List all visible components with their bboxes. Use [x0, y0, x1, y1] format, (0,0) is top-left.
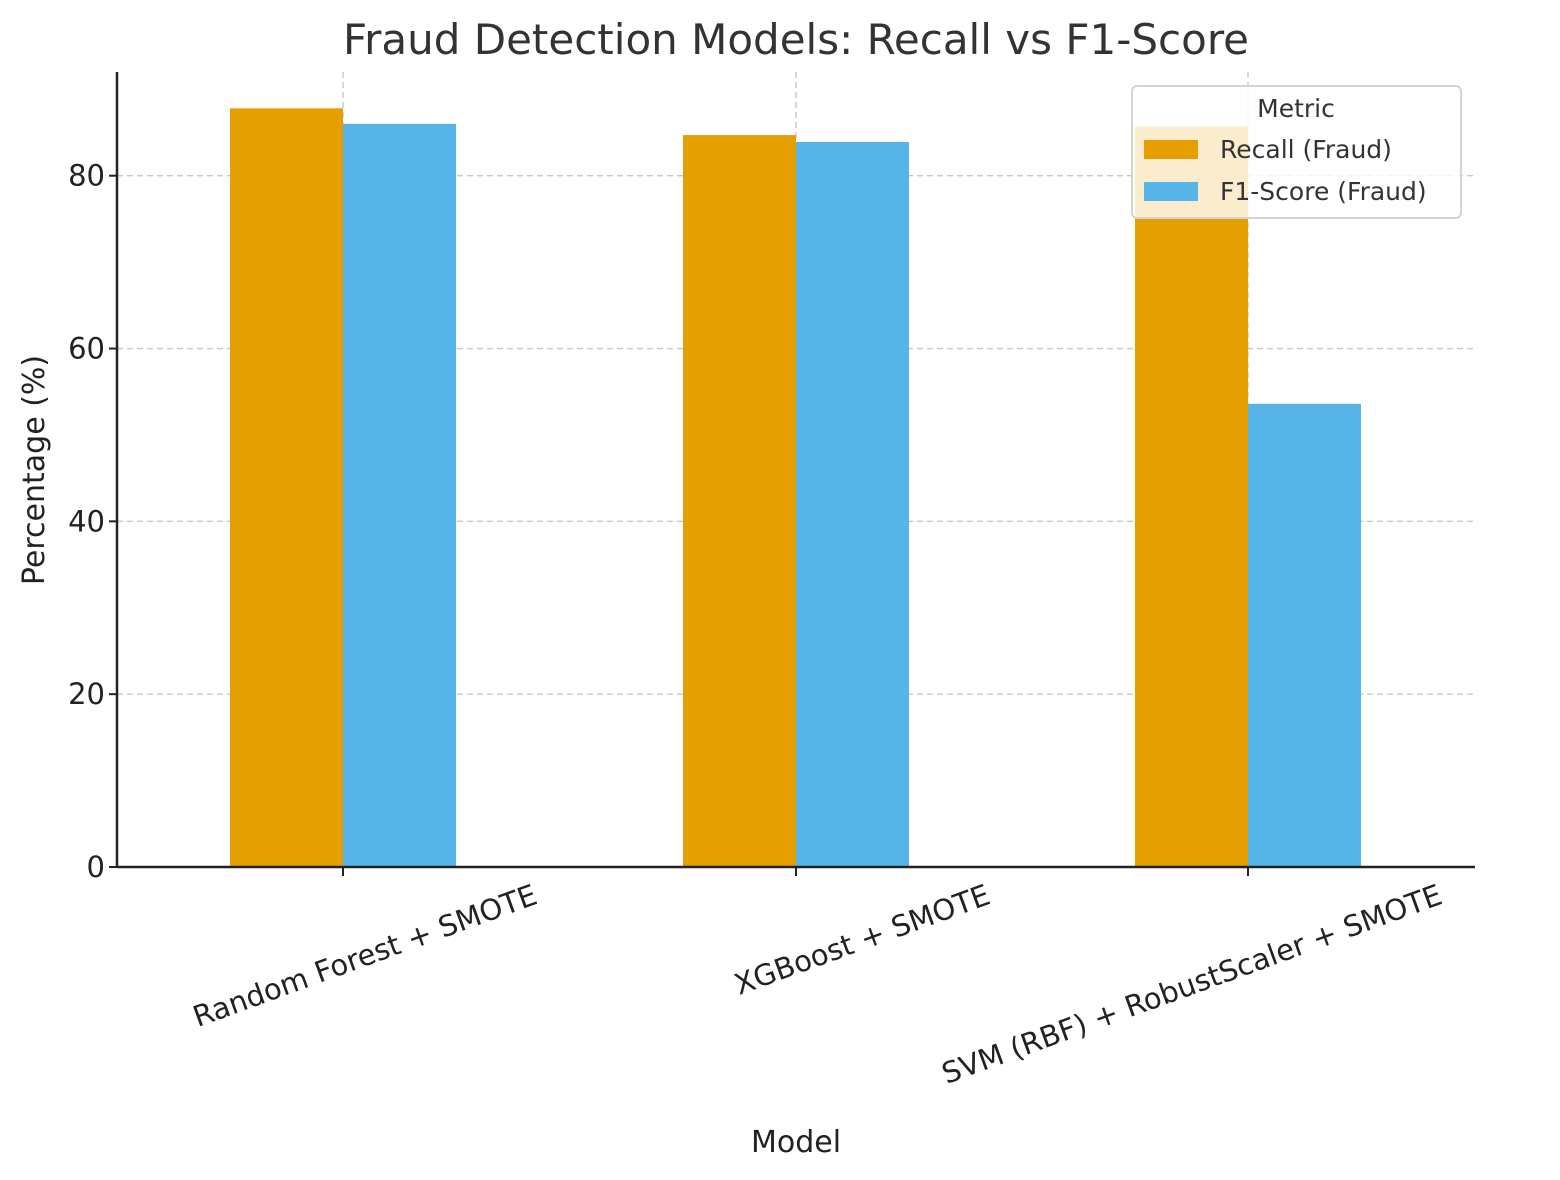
- legend: Metric Recall (Fraud) F1-Score (Fraud): [1131, 85, 1462, 219]
- y-tick-label: 60: [68, 332, 105, 366]
- legend-swatch-1: [1144, 182, 1198, 201]
- x-tick-label: XGBoost + SMOTE: [730, 878, 995, 1002]
- bar-recall-1: [683, 135, 796, 867]
- y-tick-label: 20: [68, 677, 105, 711]
- y-tick-label: 80: [68, 159, 105, 193]
- legend-swatch-0: [1144, 140, 1198, 159]
- bar-recall-0: [230, 108, 343, 868]
- legend-entries: Recall (Fraud) F1-Score (Fraud): [1144, 135, 1427, 206]
- legend-frame: [1131, 85, 1462, 219]
- bars-layer: [230, 108, 1361, 868]
- y-tick-label: 0: [87, 850, 105, 884]
- legend-label-0: Recall (Fraud): [1220, 135, 1392, 164]
- x-tick-label: SVM (RBF) + RobustScaler + SMOTE: [937, 878, 1446, 1091]
- chart-title: Fraud Detection Models: Recall vs F1-Sco…: [343, 15, 1249, 64]
- y-tick-label: 40: [68, 504, 105, 538]
- legend-title: Metric: [1257, 94, 1335, 123]
- bar-f1-0: [343, 123, 456, 867]
- x-axis-label: Model: [751, 1125, 841, 1160]
- bar-f1-2: [1248, 403, 1361, 867]
- y-axis-label: Percentage (%): [17, 355, 52, 585]
- bar-recall-2: [1135, 126, 1248, 868]
- x-tick-label: Random Forest + SMOTE: [188, 878, 541, 1034]
- bar-f1-1: [796, 141, 909, 867]
- legend-label-1: F1-Score (Fraud): [1220, 177, 1427, 206]
